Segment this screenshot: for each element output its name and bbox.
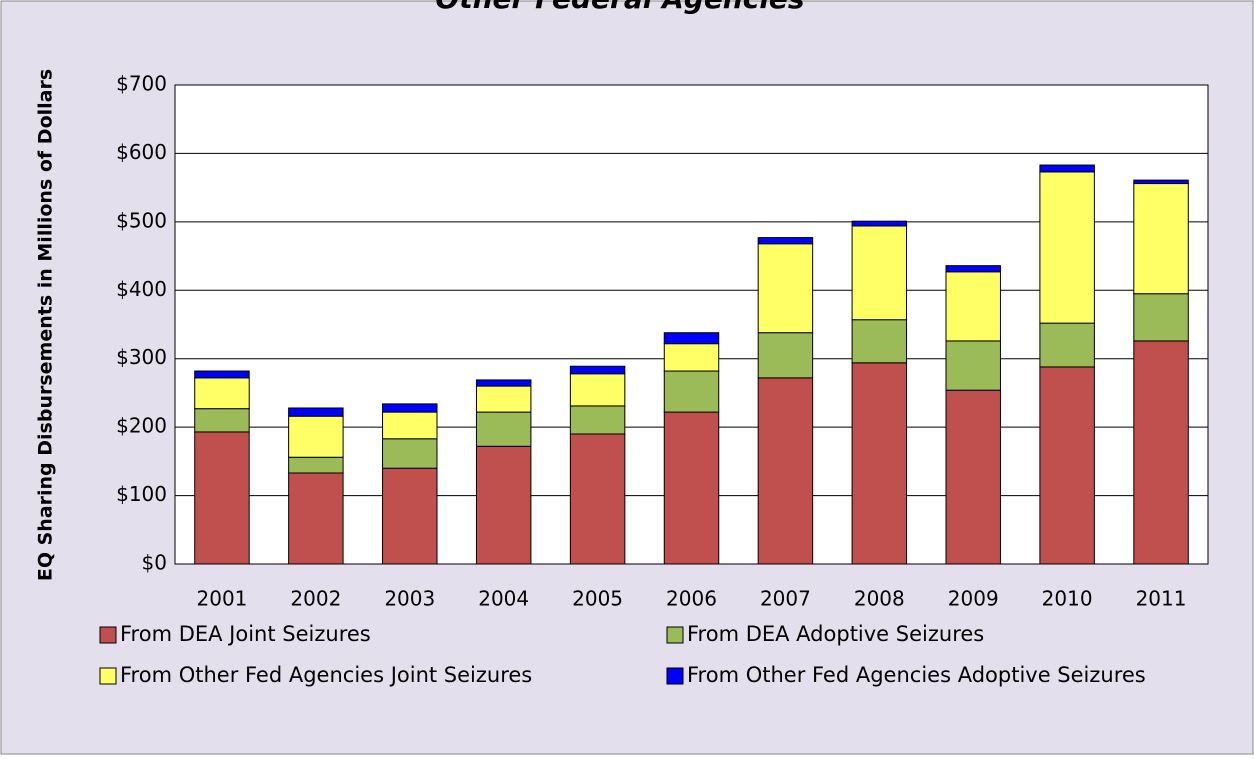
bar-segment xyxy=(757,377,814,565)
bar-segment xyxy=(382,403,438,413)
x-tick-label: 2009 xyxy=(948,587,999,611)
x-tick-label: 2008 xyxy=(854,587,905,611)
y-tick-label: $100 xyxy=(116,482,167,506)
bar-segment xyxy=(1039,322,1095,368)
bar-segment xyxy=(569,405,626,435)
chart-title: Other Federal Agencies xyxy=(435,0,804,15)
bar-segment xyxy=(288,472,344,565)
bar-segment xyxy=(475,445,532,565)
bar-segment xyxy=(288,407,344,417)
y-axis-label: EQ Sharing Disbursements in Millions of … xyxy=(35,69,57,581)
bar-segment xyxy=(475,411,532,447)
legend-swatch xyxy=(666,667,684,685)
bar-segment xyxy=(757,237,814,245)
bar-segment xyxy=(382,438,438,469)
y-tick-label: $700 xyxy=(116,72,167,96)
bar-segment xyxy=(851,362,908,565)
y-tick-label: $500 xyxy=(116,208,167,232)
plot-border xyxy=(174,84,1209,565)
x-tick-label: 2011 xyxy=(1136,587,1187,611)
legend-swatch xyxy=(666,626,684,644)
x-tick-label: 2004 xyxy=(478,587,529,611)
bar-segment xyxy=(194,431,250,565)
x-tick-label: 2010 xyxy=(1042,587,1093,611)
bar-segment xyxy=(663,370,720,413)
x-tick-label: 2001 xyxy=(197,587,248,611)
legend-swatch xyxy=(99,667,117,685)
bar-segment xyxy=(663,332,720,345)
bar-segment xyxy=(194,408,250,433)
bar-segment xyxy=(851,225,908,321)
bar-segment xyxy=(851,319,908,364)
bar-segment xyxy=(663,411,720,565)
bar-segment xyxy=(757,243,814,334)
bar-segment xyxy=(1133,183,1189,295)
bar-segment xyxy=(663,343,720,372)
bar-segment xyxy=(194,370,250,379)
y-tick-label: $0 xyxy=(142,551,167,575)
bar-segment xyxy=(382,411,438,440)
bar-segment xyxy=(569,373,626,407)
bar-segment xyxy=(851,220,908,227)
y-tick-label: $400 xyxy=(116,277,167,301)
bar-segment xyxy=(945,389,1001,565)
bar-segment xyxy=(1039,366,1095,565)
bar-segment xyxy=(288,456,344,474)
bar-segment xyxy=(1133,293,1189,342)
legend-swatch xyxy=(99,626,117,644)
x-tick-label: 2005 xyxy=(572,587,623,611)
bar-segment xyxy=(1133,340,1189,565)
bar-segment xyxy=(1133,179,1189,185)
x-tick-label: 2007 xyxy=(760,587,811,611)
bar-segment xyxy=(945,340,1001,391)
legend-label: From Other Fed Agencies Adoptive Seizure… xyxy=(687,663,1146,687)
bar-segment xyxy=(569,433,626,565)
bar-segment xyxy=(945,265,1001,273)
y-tick-label: $600 xyxy=(116,140,167,164)
bar-segment xyxy=(382,467,438,565)
legend-label: From DEA Adoptive Seizures xyxy=(687,622,984,646)
bar-segment xyxy=(945,271,1001,342)
y-tick-label: $200 xyxy=(116,414,167,438)
bar-segment xyxy=(475,385,532,413)
y-tick-label: $300 xyxy=(116,345,167,369)
bar-segment xyxy=(194,377,250,410)
bar-segment xyxy=(475,379,532,387)
legend-label: From DEA Joint Seizures xyxy=(120,622,371,646)
bar-segment xyxy=(1039,171,1095,324)
bar-segment xyxy=(569,365,626,375)
x-tick-label: 2002 xyxy=(290,587,341,611)
bar-segment xyxy=(288,415,344,458)
bar-segment xyxy=(1039,164,1095,173)
x-tick-label: 2003 xyxy=(384,587,435,611)
bar-segment xyxy=(757,332,814,379)
x-tick-label: 2006 xyxy=(666,587,717,611)
legend-label: From Other Fed Agencies Joint Seizures xyxy=(120,663,532,687)
